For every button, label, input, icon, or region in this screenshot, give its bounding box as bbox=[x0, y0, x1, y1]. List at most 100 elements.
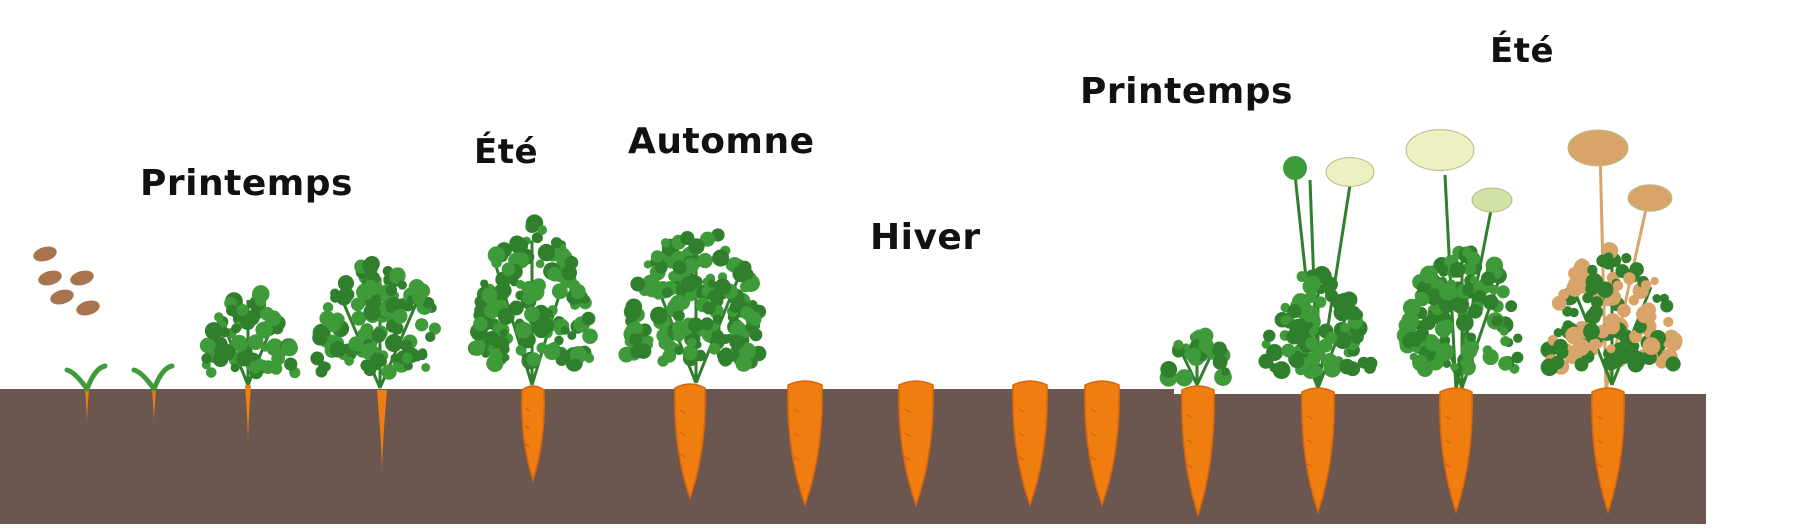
leaf bbox=[1498, 356, 1513, 371]
leaf bbox=[1553, 328, 1563, 338]
leaf bbox=[348, 336, 364, 352]
leaf bbox=[1623, 272, 1636, 285]
leaf bbox=[1333, 303, 1352, 322]
leaf bbox=[428, 322, 441, 335]
leaf bbox=[688, 238, 705, 255]
season-label-summer-year2: Été bbox=[1490, 31, 1555, 71]
leaf bbox=[412, 291, 426, 305]
leaf bbox=[684, 290, 696, 302]
seed bbox=[50, 289, 74, 305]
leaf bbox=[1339, 358, 1355, 375]
leaf bbox=[363, 303, 381, 321]
carrot-line bbox=[904, 432, 911, 437]
leaf bbox=[1482, 348, 1499, 366]
flower-umbel bbox=[1325, 157, 1375, 187]
season-label-autumn: Automne bbox=[628, 121, 815, 162]
leaf bbox=[526, 352, 541, 367]
leaf bbox=[425, 331, 436, 342]
leaf bbox=[630, 345, 644, 359]
leaf bbox=[1404, 331, 1420, 347]
leaf bbox=[312, 330, 328, 346]
leaf bbox=[1480, 271, 1496, 286]
leaf bbox=[674, 345, 684, 356]
leaf bbox=[1322, 276, 1338, 293]
leaf bbox=[1499, 326, 1509, 336]
leaf bbox=[205, 367, 217, 378]
leaf bbox=[231, 323, 241, 334]
leaf bbox=[548, 342, 559, 353]
carrot-line bbox=[1444, 439, 1452, 444]
leaf bbox=[657, 355, 669, 367]
leaf bbox=[252, 285, 270, 303]
seed bbox=[70, 270, 94, 286]
leaf bbox=[660, 238, 671, 248]
leaf bbox=[1596, 254, 1609, 268]
leaf bbox=[1296, 271, 1308, 283]
leaf bbox=[357, 329, 367, 338]
seed bbox=[33, 246, 57, 262]
leaf bbox=[1286, 329, 1302, 345]
leaf bbox=[1401, 311, 1420, 330]
leaf bbox=[688, 317, 704, 333]
carrot-line bbox=[1596, 463, 1604, 468]
leaf bbox=[1588, 304, 1604, 320]
carrot-root bbox=[85, 389, 89, 424]
leaf bbox=[1424, 335, 1441, 352]
leaf bbox=[1555, 346, 1569, 359]
leaf bbox=[344, 356, 354, 366]
leaf bbox=[1334, 331, 1352, 350]
carrot-root bbox=[245, 385, 251, 445]
carrot-line bbox=[525, 443, 530, 448]
leaf bbox=[629, 321, 642, 334]
leaf bbox=[629, 333, 643, 346]
leaf bbox=[1663, 338, 1673, 349]
leaf bbox=[1455, 314, 1474, 332]
leaf bbox=[260, 306, 274, 321]
leaf bbox=[1540, 341, 1557, 358]
leaf bbox=[1652, 294, 1662, 303]
leaf bbox=[1482, 294, 1499, 310]
leaf bbox=[1305, 336, 1319, 350]
sprout-leaves bbox=[64, 363, 108, 392]
leaf bbox=[400, 339, 413, 352]
leaf bbox=[280, 346, 290, 356]
leaf bbox=[1496, 285, 1510, 299]
leaf bbox=[1306, 352, 1321, 367]
leaf bbox=[1603, 297, 1613, 307]
leaf bbox=[1160, 361, 1178, 378]
leaf bbox=[397, 280, 407, 290]
leaf bbox=[1412, 354, 1429, 372]
leaf bbox=[522, 290, 537, 305]
leaf bbox=[1583, 322, 1600, 340]
leaf bbox=[1451, 295, 1470, 314]
leaf bbox=[1488, 284, 1499, 295]
leaf bbox=[421, 363, 431, 372]
leaf bbox=[1636, 305, 1655, 324]
leaf bbox=[480, 279, 489, 288]
leaf bbox=[670, 294, 687, 311]
leaf bbox=[719, 354, 732, 367]
leaf bbox=[310, 351, 325, 366]
season-label-spring-year2: Printemps bbox=[1080, 71, 1293, 112]
leaf bbox=[735, 355, 752, 372]
leaf bbox=[1633, 320, 1647, 334]
leaf bbox=[265, 338, 284, 357]
leaf bbox=[729, 334, 745, 350]
leaf bbox=[219, 344, 236, 361]
carrot-line bbox=[679, 453, 686, 458]
leaf bbox=[230, 363, 240, 373]
leaf bbox=[708, 342, 721, 355]
seed bbox=[76, 300, 100, 316]
carrot-line bbox=[1018, 432, 1025, 437]
leaf bbox=[714, 278, 731, 296]
leaf bbox=[501, 262, 516, 277]
carrot-line bbox=[904, 456, 911, 461]
leaf bbox=[384, 334, 403, 353]
leaf bbox=[388, 267, 406, 285]
leaf bbox=[531, 278, 546, 293]
leaf bbox=[655, 309, 668, 322]
carrot-line bbox=[1186, 414, 1194, 419]
carrot-line bbox=[1306, 439, 1314, 444]
flower-umbel bbox=[1471, 187, 1513, 213]
leaf bbox=[1186, 347, 1202, 363]
